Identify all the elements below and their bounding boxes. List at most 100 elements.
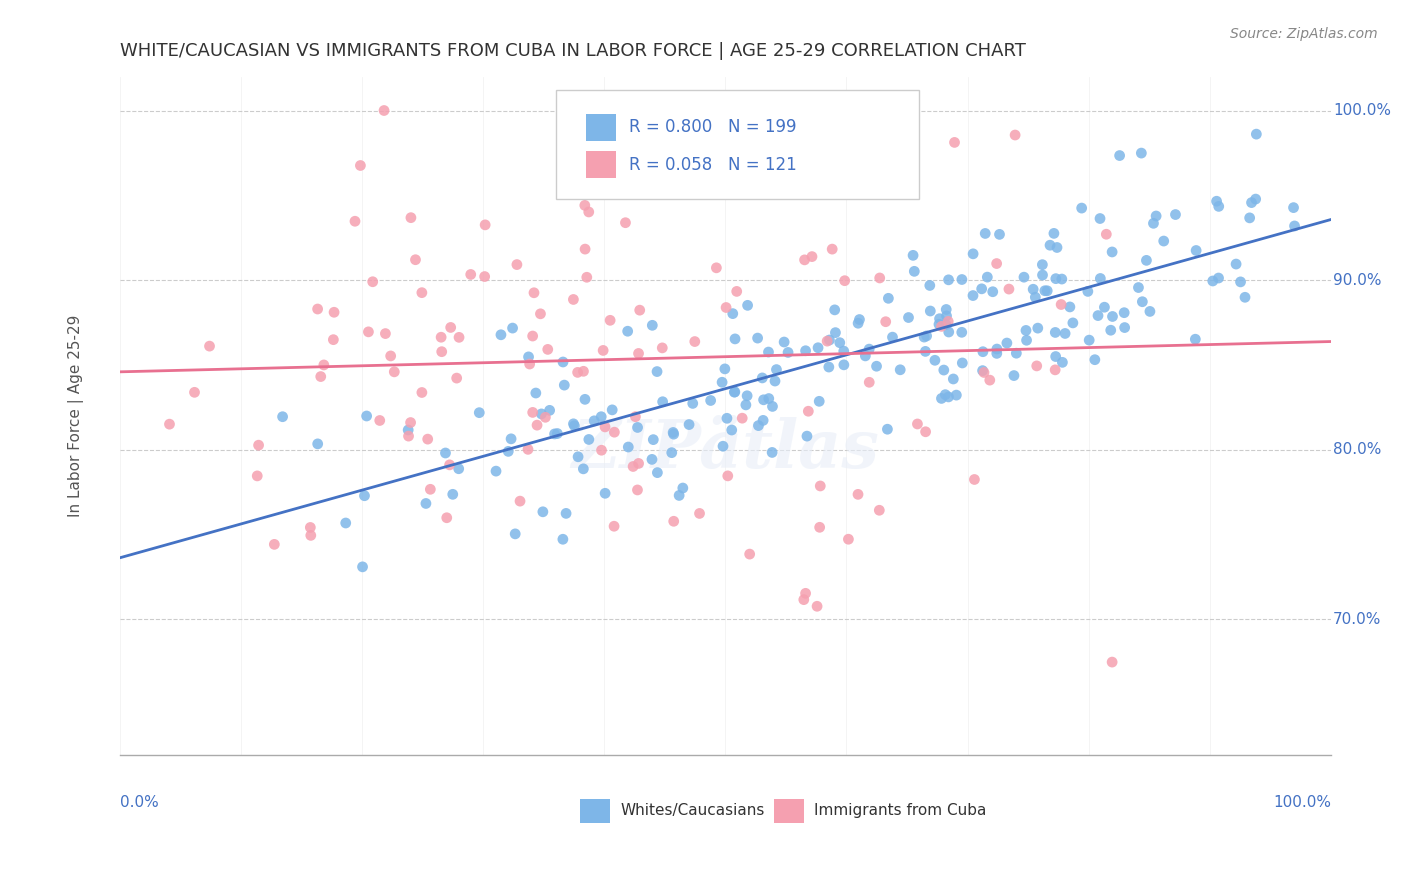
Point <box>1202 274 1225 288</box>
Point <box>1240 195 1263 210</box>
Point <box>928 318 950 332</box>
Point <box>1024 290 1046 304</box>
Point <box>335 516 357 530</box>
Point <box>824 326 846 340</box>
Point <box>1045 326 1067 340</box>
Point <box>546 426 568 441</box>
Point <box>574 198 596 212</box>
Point <box>758 345 780 359</box>
Text: 100.0%: 100.0% <box>1272 796 1331 811</box>
Point <box>1050 272 1073 286</box>
Point <box>935 318 957 332</box>
Point <box>1101 655 1123 669</box>
Point <box>976 270 998 285</box>
Point <box>159 417 181 432</box>
Point <box>1002 368 1025 383</box>
Point <box>794 586 817 600</box>
Text: Immigrants from Cuba: Immigrants from Cuba <box>814 803 986 818</box>
FancyBboxPatch shape <box>581 799 610 822</box>
Point <box>591 443 613 458</box>
Point <box>551 355 574 369</box>
Text: 80.0%: 80.0% <box>1333 442 1382 457</box>
Point <box>938 325 960 339</box>
Point <box>349 159 371 173</box>
Point <box>832 344 855 359</box>
Point <box>651 394 673 409</box>
Point <box>1077 285 1099 299</box>
Point <box>834 274 856 288</box>
Point <box>815 334 838 348</box>
Point <box>662 514 685 528</box>
Point <box>593 420 616 434</box>
Point <box>761 400 783 414</box>
Point <box>405 252 427 267</box>
Point <box>668 488 690 502</box>
Point <box>979 373 1001 387</box>
Point <box>689 507 711 521</box>
Point <box>738 547 761 561</box>
Point <box>534 410 557 425</box>
Point <box>970 282 993 296</box>
Point <box>1246 127 1268 141</box>
Point <box>714 362 737 376</box>
Point <box>356 409 378 423</box>
Point <box>711 376 734 390</box>
Point <box>724 332 747 346</box>
Point <box>1088 211 1111 226</box>
Point <box>1139 304 1161 318</box>
Point <box>1033 284 1056 298</box>
Point <box>617 440 640 454</box>
Point <box>624 409 647 424</box>
Point <box>752 413 775 427</box>
Text: ZIPätlas: ZIPätlas <box>571 417 879 482</box>
Point <box>1054 326 1077 341</box>
Point <box>1059 300 1081 314</box>
Point <box>627 346 650 360</box>
Point <box>962 247 984 261</box>
Point <box>1153 234 1175 248</box>
Point <box>621 459 644 474</box>
Point <box>662 425 685 440</box>
Point <box>503 527 526 541</box>
Point <box>914 344 936 359</box>
Point <box>1184 332 1206 346</box>
Point <box>307 437 329 451</box>
Point <box>793 592 815 607</box>
Point <box>530 407 553 421</box>
Point <box>651 341 673 355</box>
Point <box>271 409 294 424</box>
Point <box>942 372 965 386</box>
Point <box>806 599 828 614</box>
Point <box>1099 323 1122 337</box>
Point <box>751 371 773 385</box>
Point <box>485 464 508 478</box>
Text: 70.0%: 70.0% <box>1333 612 1382 627</box>
Point <box>578 205 600 219</box>
Point <box>741 145 763 160</box>
Point <box>661 445 683 459</box>
Point <box>725 285 748 299</box>
Point <box>263 537 285 551</box>
Point <box>903 264 925 278</box>
Point <box>183 385 205 400</box>
Point <box>974 227 997 241</box>
Point <box>824 302 846 317</box>
Point <box>498 444 520 458</box>
Point <box>827 103 849 118</box>
Point <box>682 396 704 410</box>
Point <box>889 363 911 377</box>
Point <box>603 519 626 533</box>
Point <box>396 423 419 437</box>
Point <box>578 433 600 447</box>
Point <box>1090 271 1112 285</box>
Point <box>517 442 540 457</box>
Point <box>657 128 679 142</box>
FancyBboxPatch shape <box>555 90 920 199</box>
Point <box>1050 297 1073 311</box>
Point <box>436 510 458 524</box>
Point <box>382 365 405 379</box>
Point <box>562 293 585 307</box>
Point <box>936 314 959 328</box>
Text: R = 0.058   N = 121: R = 0.058 N = 121 <box>628 156 796 174</box>
Point <box>935 309 957 323</box>
